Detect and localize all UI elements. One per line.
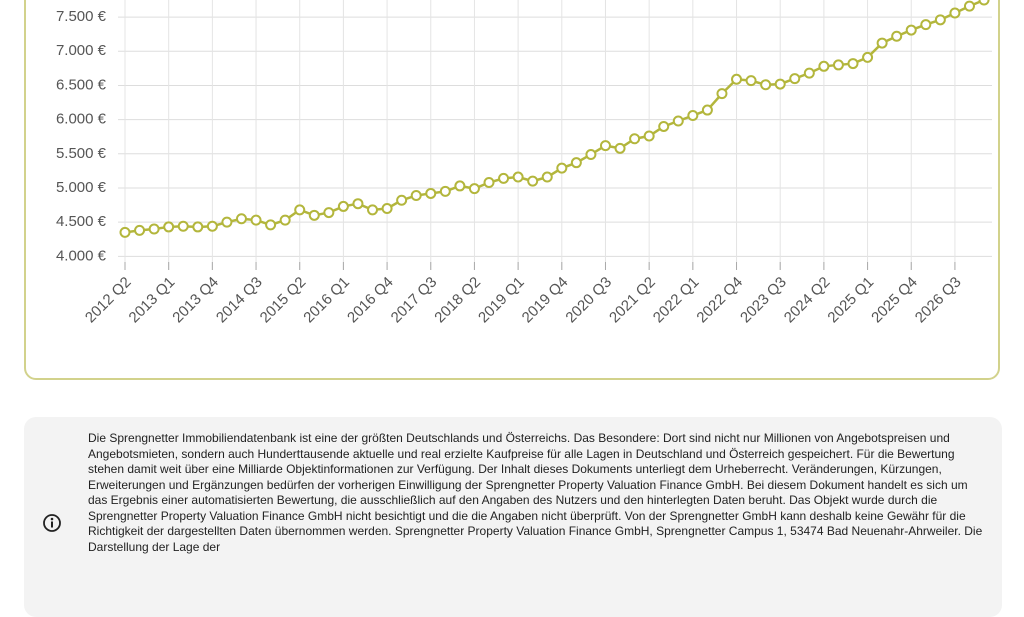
point xyxy=(774,78,786,90)
point xyxy=(599,140,611,152)
page: 4.000 € 4.500 € 5.000 € 5.500 € 6.000 € 6.500… xyxy=(24,0,1002,617)
x-tick-label: 2012 Q2 xyxy=(82,274,135,327)
point xyxy=(410,189,422,201)
point xyxy=(905,24,917,36)
x-tick-label: 2024 Q2 xyxy=(781,274,834,327)
point xyxy=(192,221,204,233)
x-tick-label: 2018 Q2 xyxy=(431,274,484,327)
point xyxy=(687,110,699,122)
point xyxy=(483,177,495,189)
point xyxy=(658,120,670,132)
x-tick-label: 2025 Q1 xyxy=(824,274,877,327)
point xyxy=(789,73,801,85)
point xyxy=(425,187,437,199)
point xyxy=(643,130,655,142)
point xyxy=(396,194,408,206)
point xyxy=(235,213,247,225)
point xyxy=(731,73,743,85)
line xyxy=(124,0,985,234)
point xyxy=(876,37,888,49)
point xyxy=(818,60,830,72)
point xyxy=(323,207,335,219)
point xyxy=(279,214,291,226)
point xyxy=(920,19,932,31)
point xyxy=(541,171,553,183)
disclaimer-text: Die Sprengnetter Immobiliendatenbank ist… xyxy=(88,431,983,554)
point xyxy=(352,198,364,210)
point xyxy=(585,148,597,160)
point xyxy=(468,183,480,195)
point xyxy=(454,180,466,192)
point xyxy=(760,79,772,91)
x-tick-label: 2020 Q3 xyxy=(562,274,615,327)
x-tick-label: 2022 Q4 xyxy=(693,274,746,327)
point xyxy=(439,185,451,197)
x-tick-label: 2026 Q3 xyxy=(912,274,965,327)
point xyxy=(614,142,626,154)
point xyxy=(177,220,189,232)
point xyxy=(134,224,146,236)
y-tick-label: 7.500 € xyxy=(56,8,107,25)
point xyxy=(367,204,379,216)
point xyxy=(148,223,160,235)
y-tick-label: 5.000 € xyxy=(56,179,107,196)
point xyxy=(978,0,990,6)
point xyxy=(556,162,568,174)
x-tick-label: 2017 Q3 xyxy=(388,274,441,327)
point xyxy=(716,88,728,100)
x-tick-label: 2013 Q4 xyxy=(169,274,222,327)
y-tick-label: 4.500 € xyxy=(56,213,107,230)
point xyxy=(119,226,131,238)
x-tick-label: 2016 Q1 xyxy=(300,274,353,327)
point xyxy=(570,157,582,169)
y-tick-label: 6.500 € xyxy=(56,76,107,93)
info-icon xyxy=(43,514,61,532)
y-tick-label: 5.500 € xyxy=(56,145,107,162)
chart-card xyxy=(24,0,1000,380)
x-tick-label: 2014 Q3 xyxy=(213,274,266,327)
x-tick-label: 2022 Q1 xyxy=(650,274,703,327)
point xyxy=(512,171,524,183)
point xyxy=(629,133,641,145)
point xyxy=(701,104,713,116)
x-tick-label: 2019 Q1 xyxy=(475,274,528,327)
point xyxy=(250,214,262,226)
point xyxy=(672,115,684,127)
point xyxy=(163,221,175,233)
point xyxy=(527,175,539,187)
point xyxy=(949,7,961,19)
point xyxy=(803,67,815,79)
point xyxy=(745,75,757,87)
point xyxy=(832,59,844,71)
point xyxy=(862,51,874,63)
x-tick-label: 2023 Q3 xyxy=(737,274,790,327)
chart: 4.000 € 4.500 € 5.000 € 5.500 € 6.000 € 6.500… xyxy=(56,0,992,327)
point xyxy=(381,202,393,214)
point xyxy=(498,172,510,184)
point xyxy=(308,209,320,221)
point xyxy=(847,58,859,70)
y-tick-label: 7.000 € xyxy=(56,42,107,59)
point xyxy=(206,220,218,232)
point xyxy=(934,14,946,26)
x-tick-label: 2019 Q4 xyxy=(519,274,572,327)
x-tick-label: 2015 Q2 xyxy=(257,274,310,327)
point xyxy=(963,0,975,12)
point xyxy=(294,204,306,216)
y-tick-label: 6.000 € xyxy=(56,111,107,128)
point xyxy=(265,219,277,231)
disclaimer-box: Die Sprengnetter Immobiliendatenbank ist… xyxy=(24,417,1002,617)
point xyxy=(221,216,233,228)
y-tick-label: 4.000 € xyxy=(56,247,107,264)
x-tick-label: 2013 Q1 xyxy=(126,274,179,327)
point xyxy=(891,30,903,42)
point xyxy=(337,200,349,212)
x-tick-label: 2025 Q4 xyxy=(868,274,921,327)
x-tick-label: 2016 Q4 xyxy=(344,274,397,327)
x-tick-label: 2021 Q2 xyxy=(606,274,659,327)
